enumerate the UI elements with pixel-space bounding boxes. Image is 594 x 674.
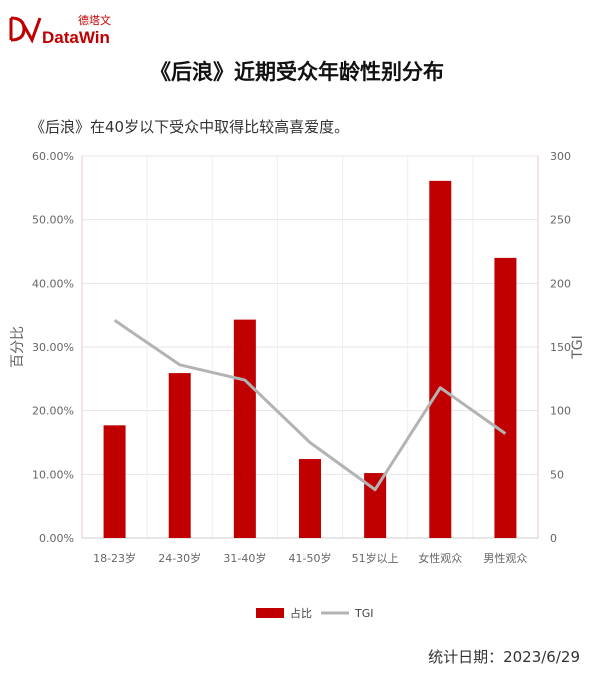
logo-chinese-text: 德塔文 — [78, 14, 111, 27]
y2-tick-label: 200 — [550, 277, 571, 290]
x-tick-label: 女性观众 — [418, 551, 462, 565]
y2-tick-label: 300 — [550, 150, 571, 163]
y-axis-title: 百分比 — [10, 326, 26, 368]
legend-label-bar: 占比 — [290, 606, 312, 620]
x-tick-label: 41-50岁 — [289, 551, 332, 565]
bar — [429, 180, 452, 538]
x-tick-label: 31-40岁 — [223, 551, 266, 565]
bar — [494, 257, 517, 538]
y-tick-label: 0.00% — [39, 532, 74, 545]
bar — [233, 319, 256, 538]
y-tick-label: 50.00% — [32, 214, 74, 227]
bar — [168, 373, 191, 538]
y2-tick-label: 0 — [550, 532, 557, 545]
bar — [364, 473, 387, 538]
chart-title: 《后浪》近期受众年龄性别分布 — [150, 60, 444, 84]
logo-english-text: DataWin — [42, 28, 110, 47]
y2-tick-label: 50 — [550, 468, 564, 481]
datawin-logo: 德塔文 DataWin — [8, 10, 118, 50]
x-tick-label: 18-23岁 — [93, 551, 136, 565]
logo-mark-icon — [9, 16, 42, 44]
y2-tick-label: 100 — [550, 405, 571, 418]
stat-date: 统计日期：2023/6/29 — [428, 648, 580, 666]
y2-tick-label: 150 — [550, 341, 571, 354]
chart-subtitle: 《后浪》在40岁以下受众中取得比较高喜爱度。 — [30, 118, 350, 136]
tgi-line — [113, 319, 507, 492]
x-tick-label: 24-30岁 — [158, 551, 201, 565]
y-tick-label: 60.00% — [32, 150, 74, 163]
y-tick-label: 40.00% — [32, 277, 74, 290]
y-tick-label: 20.00% — [32, 405, 74, 418]
x-tick-label: 51岁以上 — [352, 551, 399, 565]
legend-label-line: TGI — [354, 607, 374, 620]
legend-swatch-bar — [256, 608, 284, 618]
y-tick-label: 30.00% — [32, 341, 74, 354]
bar — [103, 425, 126, 538]
x-tick-label: 男性观众 — [483, 551, 527, 565]
y2-tick-label: 250 — [550, 214, 571, 227]
bar — [299, 459, 321, 538]
y2-axis-title: TGI — [570, 335, 586, 360]
y-tick-label: 10.00% — [32, 468, 74, 481]
